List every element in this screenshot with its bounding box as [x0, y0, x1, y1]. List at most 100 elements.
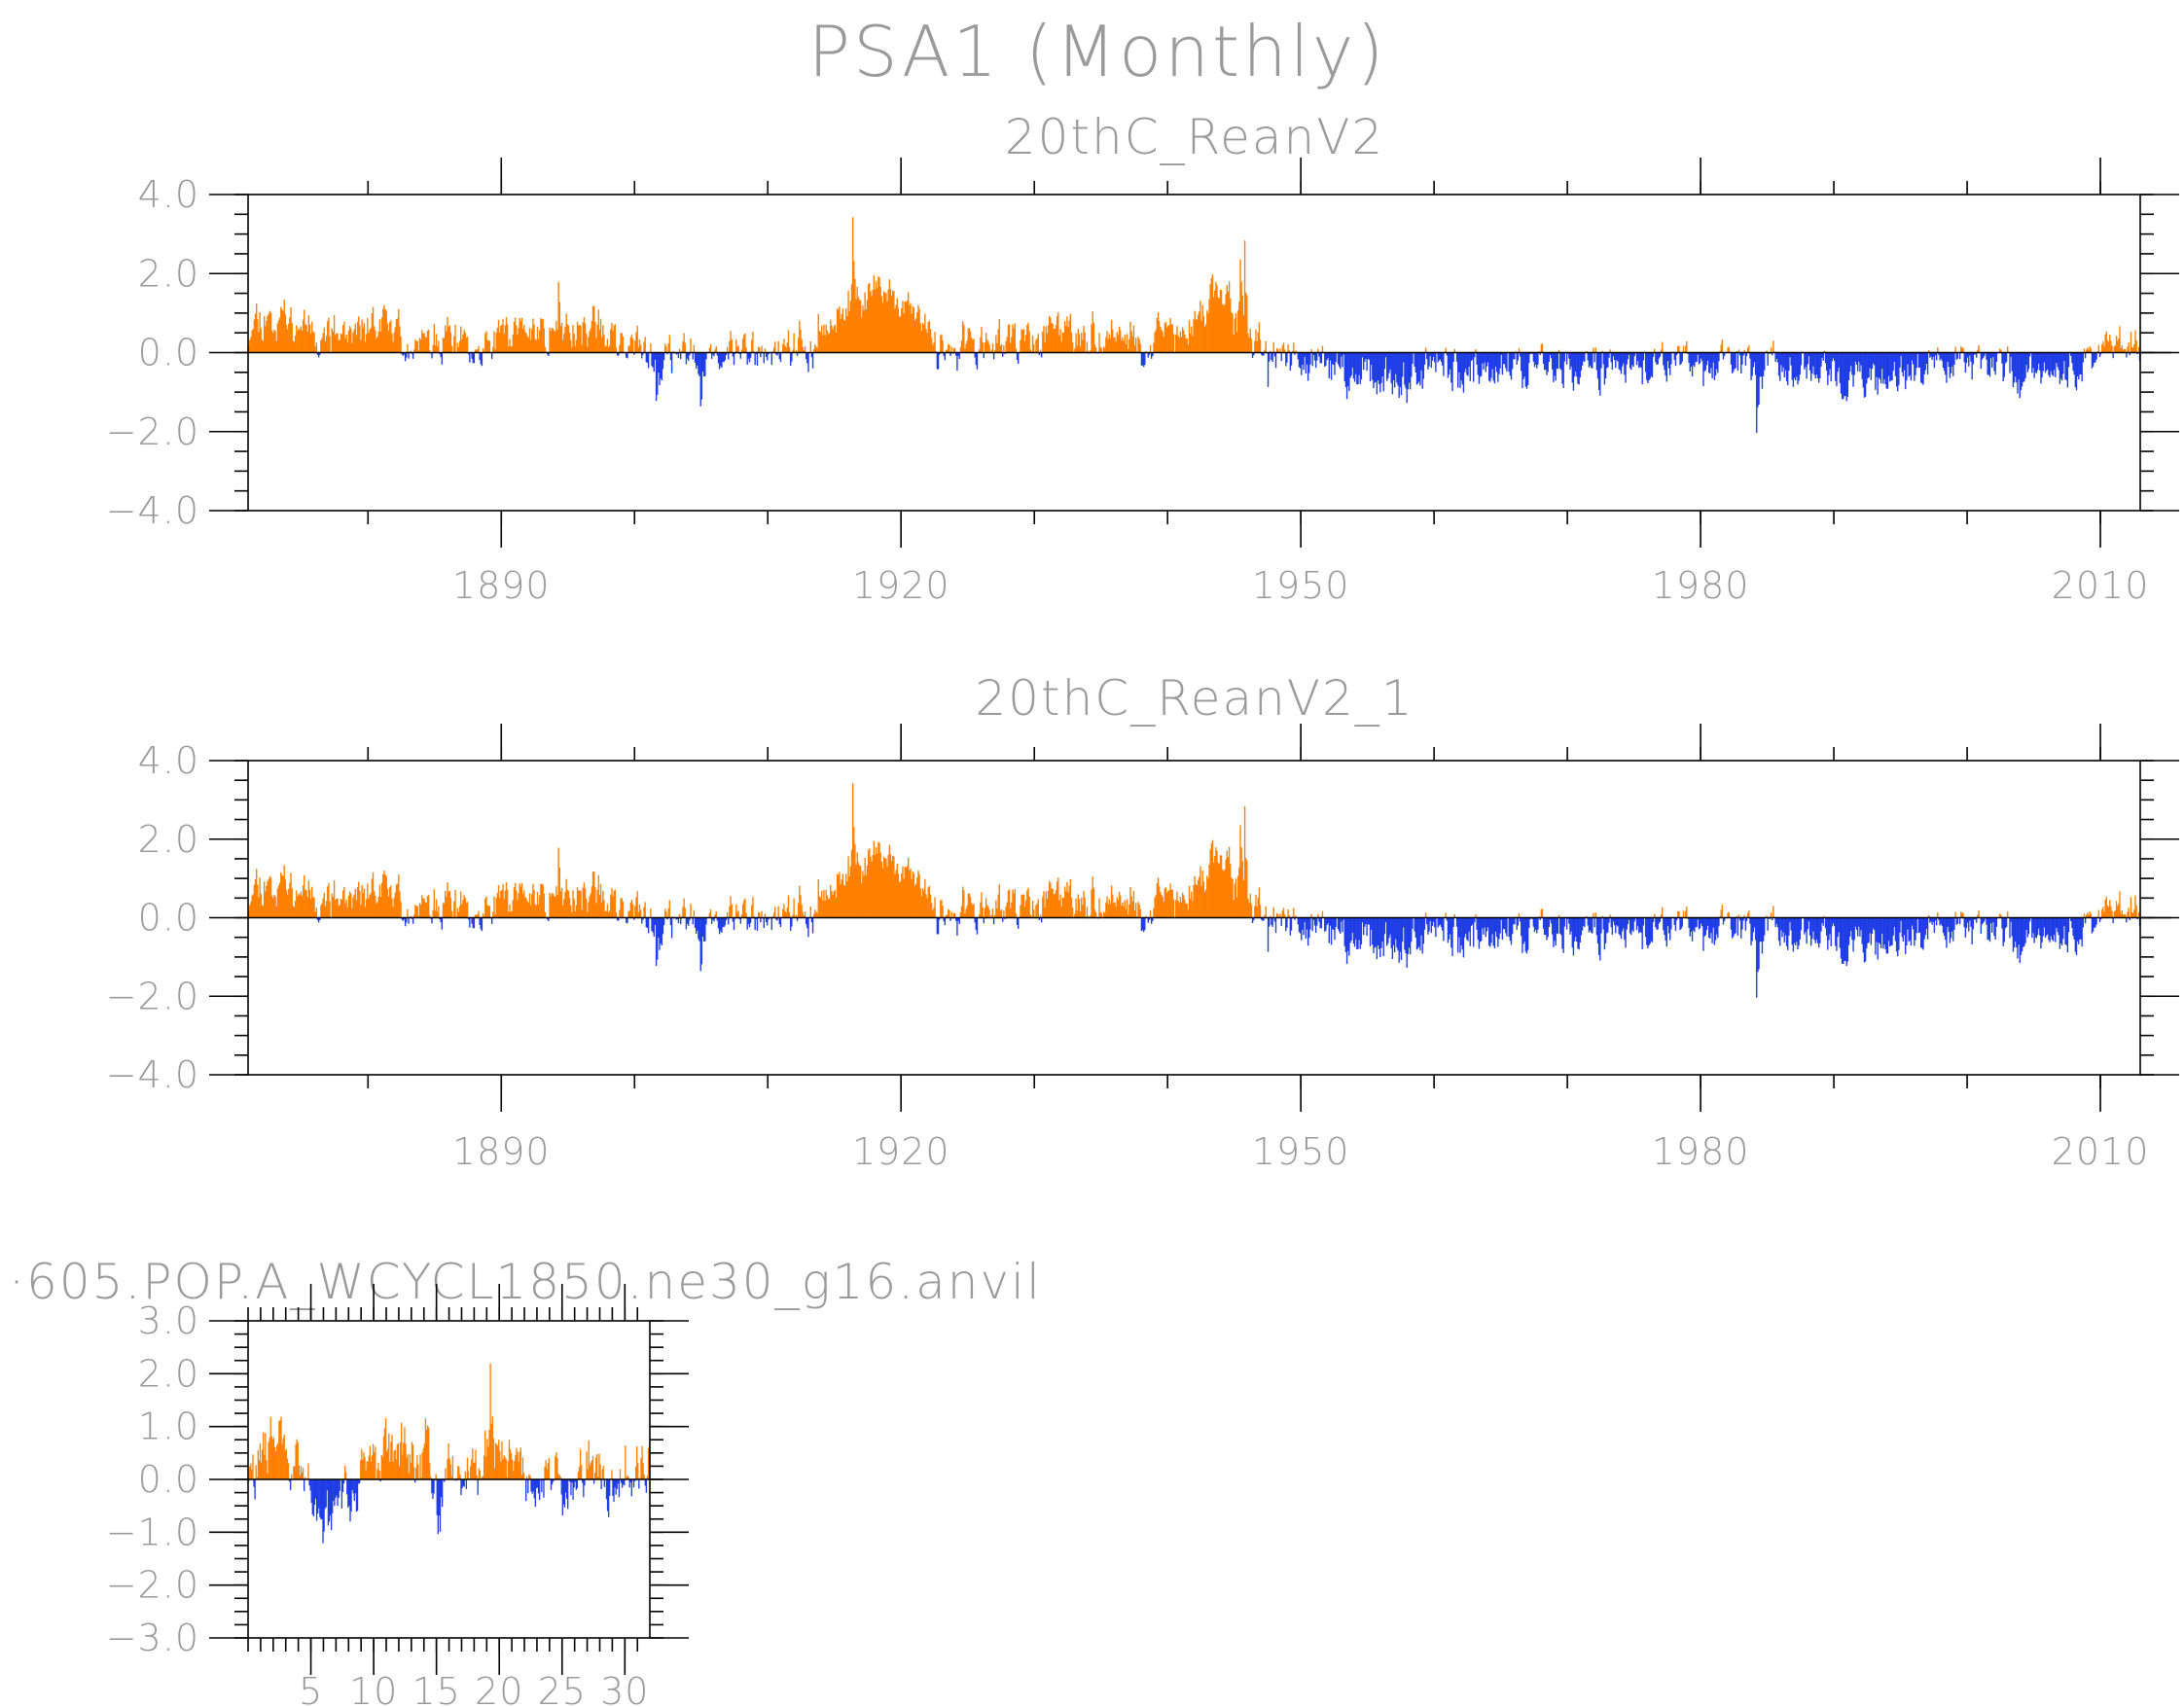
- bar: [807, 352, 809, 373]
- bar: [1960, 911, 1962, 918]
- bar: [1063, 321, 1066, 353]
- bar: [438, 906, 440, 918]
- bar: [822, 335, 824, 353]
- bar: [468, 917, 470, 920]
- bar: [1414, 352, 1415, 367]
- bar: [1686, 907, 1688, 918]
- bar: [740, 914, 743, 918]
- bar: [1887, 917, 1890, 942]
- bar: [2075, 917, 2078, 956]
- bar: [1250, 338, 1253, 353]
- bar: [358, 316, 360, 353]
- bar: [1675, 917, 1678, 921]
- bar: [297, 331, 299, 353]
- bar: [1465, 917, 1467, 934]
- bar: [1597, 352, 1600, 391]
- bar: [749, 352, 752, 358]
- bar: [2115, 901, 2118, 918]
- bar: [460, 1479, 462, 1496]
- bar: [1977, 349, 1979, 353]
- bar: [252, 894, 254, 918]
- bar: [312, 896, 314, 918]
- bar: [1272, 341, 1274, 353]
- bar: [1561, 352, 1563, 384]
- bar: [1846, 352, 1849, 397]
- bar: [1923, 917, 1925, 940]
- bar: [1158, 886, 1161, 918]
- bar: [272, 1437, 275, 1479]
- bar: [1242, 314, 1245, 353]
- bar: [1373, 917, 1375, 953]
- bar: [1971, 917, 1973, 944]
- bar: [1655, 917, 1657, 928]
- bar: [1878, 917, 1880, 943]
- bar: [1320, 352, 1323, 364]
- bar: [616, 1479, 618, 1489]
- bar: [831, 326, 833, 353]
- bar: [1380, 352, 1382, 383]
- bar: [1480, 917, 1483, 942]
- bar: [1841, 352, 1844, 400]
- bar: [754, 352, 756, 366]
- bar: [850, 849, 853, 918]
- bar: [841, 873, 844, 918]
- bar: [785, 912, 787, 918]
- bar: [736, 346, 738, 353]
- bar: [621, 898, 623, 918]
- bar: [817, 313, 819, 353]
- bar: [1365, 352, 1367, 360]
- bar: [342, 325, 344, 353]
- bar: [639, 344, 642, 353]
- bar: [1934, 917, 1937, 921]
- bar: [694, 917, 697, 928]
- bar: [1821, 352, 1823, 358]
- bar: [391, 1435, 393, 1479]
- bar: [1819, 352, 1821, 378]
- y-tick-label: 4.0: [138, 739, 199, 782]
- bar: [1062, 333, 1065, 353]
- bar: [893, 856, 895, 918]
- bar: [1816, 352, 1819, 378]
- bar: [1694, 352, 1696, 368]
- bar: [1232, 313, 1234, 353]
- bar: [491, 1416, 493, 1479]
- bar: [474, 349, 477, 353]
- bar: [1447, 352, 1450, 378]
- bar: [702, 917, 705, 942]
- bar: [378, 884, 381, 918]
- x-tick-label: 1980: [1652, 564, 1750, 607]
- bar: [2101, 909, 2103, 918]
- bar: [525, 333, 527, 353]
- y-tick-label: 0.0: [138, 1458, 199, 1501]
- bar: [1299, 352, 1302, 369]
- bar: [2016, 352, 2018, 383]
- bar: [1589, 352, 1592, 366]
- bar: [1141, 352, 1144, 366]
- x-tick-label: 15: [412, 1670, 460, 1707]
- bar: [1980, 352, 1983, 370]
- bar: [1989, 917, 1992, 924]
- bar: [542, 319, 544, 353]
- bar: [2018, 352, 2020, 380]
- bar: [1991, 352, 1993, 368]
- bar: [1212, 297, 1215, 353]
- bar: [820, 890, 823, 918]
- bar: [1749, 352, 1751, 359]
- bar: [1664, 917, 1665, 936]
- bar: [552, 328, 555, 353]
- bar: [826, 895, 829, 918]
- bar: [601, 1469, 603, 1479]
- bar: [804, 911, 806, 918]
- bar: [936, 917, 939, 935]
- bar: [1534, 917, 1537, 930]
- bar: [898, 881, 901, 918]
- bar: [1926, 917, 1929, 940]
- bar: [1584, 352, 1586, 363]
- bar: [1789, 352, 1791, 358]
- bar: [563, 899, 565, 918]
- bar: [1005, 340, 1007, 353]
- bar: [415, 906, 417, 918]
- bar: [296, 325, 298, 353]
- bar: [761, 345, 763, 353]
- bar: [599, 883, 602, 918]
